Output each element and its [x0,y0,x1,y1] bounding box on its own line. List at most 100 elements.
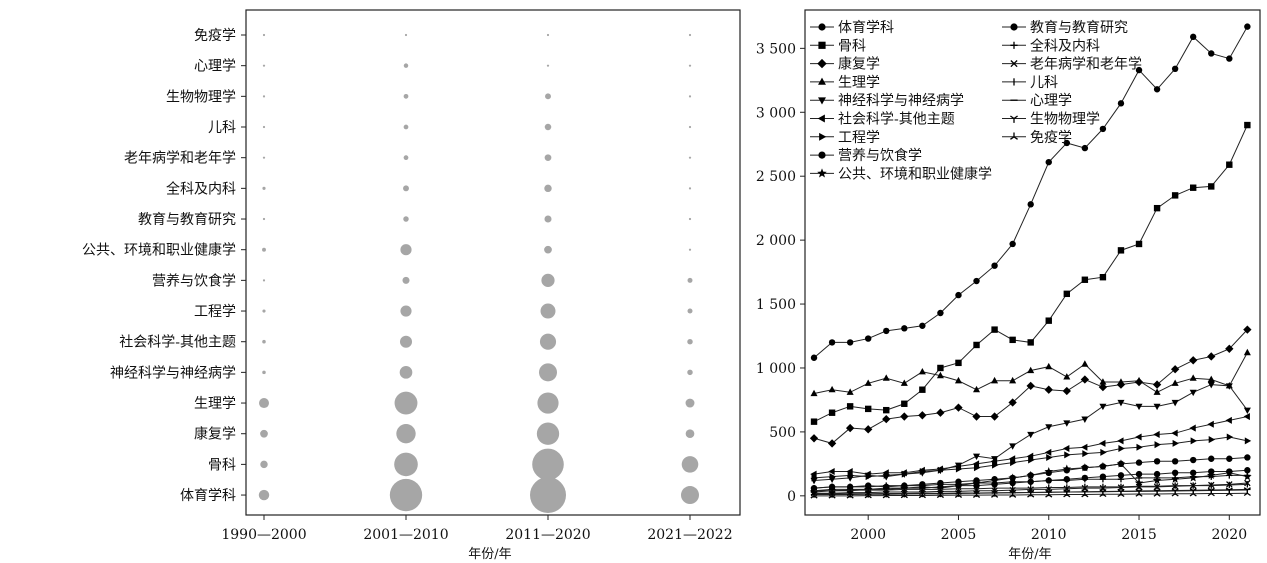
line-point [1027,366,1035,374]
line-point [1153,490,1161,497]
line-point [817,114,825,123]
legend-label: 神经科学与神经病学 [838,93,964,109]
line-point [990,412,999,421]
line-point [1189,374,1197,381]
line-point [1207,375,1215,383]
bubble [402,276,410,284]
line-point [1243,407,1251,415]
line-series [810,121,1251,425]
legend-item: 体育学科 [810,20,894,36]
legend-item: 骨科 [810,38,866,54]
line-point [864,491,872,499]
line-point [1135,433,1142,441]
line-point [1171,458,1179,465]
bubble-x-label: 2021—2022 [647,527,732,543]
series-line [813,416,1248,475]
bubble [400,305,412,317]
bubble-plot-frame [245,9,741,516]
line-point [846,339,854,346]
line-point [918,491,926,499]
line-point [1136,443,1143,451]
bubble [539,363,557,382]
bubble [685,429,695,439]
legend-item: 生物物理学 [1002,112,1100,128]
line-point [1244,121,1251,129]
bubble [400,244,412,256]
line-point [1208,455,1215,462]
line-point [1171,429,1178,437]
bubble-x-label: 2011—2020 [505,527,590,543]
line-point [1243,325,1252,334]
legend-item: 营养与饮食学 [810,147,922,164]
bubble-y-label: 工程学 [194,304,236,320]
line-point [1117,476,1125,483]
line-point [810,389,818,397]
bubble [394,452,418,477]
line-point [1063,290,1071,298]
bubble [404,33,408,37]
line-point [1153,403,1161,411]
line-series [809,325,1252,448]
legend-label: 康复学 [838,56,880,73]
line-point [1117,100,1125,107]
line-point [1099,476,1107,483]
line-series [810,382,1251,485]
line-point [1243,348,1251,356]
line-point [1226,433,1234,441]
line-point [810,418,818,425]
line-series [810,472,1251,492]
bubble-y-label: 神经科学与神经病学 [110,365,236,381]
bubble [403,185,409,192]
line-x-label: 2005 [941,527,977,543]
line-point [955,359,962,367]
bubble [687,369,693,376]
bubble [544,245,552,254]
bubble [544,154,552,162]
line-point [991,326,998,333]
legend-item: 免疫学 [1002,130,1072,146]
line-series [810,23,1251,361]
line-point [1171,489,1179,497]
bubble-y-label: 营养与饮食学 [152,272,236,289]
line-point [811,474,818,482]
line-y-label: 2 500 [756,169,796,185]
line-point [1063,420,1071,427]
line-point [1135,66,1143,74]
line-point [828,491,836,499]
line-point [1099,490,1107,498]
line-point [1081,443,1088,451]
line-point [1225,383,1233,390]
bubble [399,335,413,348]
bubble [403,93,409,99]
line-point [829,473,836,481]
legend-label: 老年病学和老年学 [1030,57,1142,73]
line-point [973,464,981,472]
bubble-y-label: 心理学 [194,59,236,75]
line-point [1063,139,1071,147]
line-point [1153,458,1161,465]
bubble [396,424,416,444]
line-point [1099,439,1106,447]
line-point [900,379,908,386]
bubble [681,456,699,473]
line-point [973,453,981,461]
line-point [901,470,909,478]
line-point [1009,240,1016,248]
line-point [1190,437,1198,445]
line-point [918,411,927,420]
line-chart: 0 500 1 000 1 500 2 000 2 500 3 000 3 500 2000 2… [756,9,1261,562]
bubble [544,184,552,193]
line-point [828,385,836,393]
bubble [540,303,556,319]
legend-item: 康复学 [810,56,880,73]
legend-item: 心理学 [1002,93,1072,109]
line-point [973,479,980,487]
line-point [1081,416,1089,423]
line-point [818,77,826,85]
line-point [1044,448,1052,456]
line-point [1062,444,1070,453]
line-point [1244,454,1251,461]
line-point [972,460,980,468]
line-point [1189,184,1197,191]
bubble [262,279,266,282]
